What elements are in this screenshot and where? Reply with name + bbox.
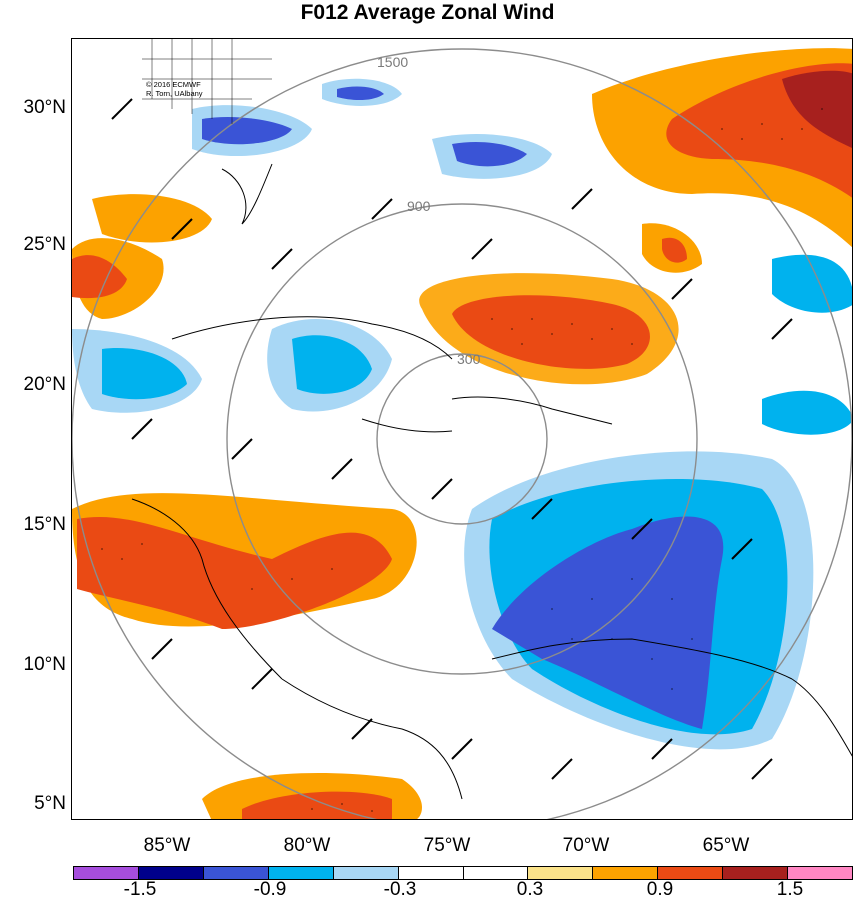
colorbar bbox=[73, 866, 853, 880]
anomaly-shading bbox=[72, 48, 852, 819]
map-title: F012 Average Zonal Wind bbox=[300, 1, 555, 24]
map-credit: © 2016 ECMWF R. Torn, UAlbany bbox=[146, 80, 203, 98]
colorbar-label: -0.9 bbox=[253, 879, 287, 900]
lon-label: 75°W bbox=[423, 835, 471, 856]
zonal-wind-map: 300 900 1500 bbox=[72, 39, 852, 819]
wind-barbs bbox=[111, 98, 793, 780]
colorbar-swatch bbox=[203, 867, 269, 879]
colorbar-swatch bbox=[788, 867, 853, 879]
lon-label: 80°W bbox=[283, 835, 331, 856]
colorbar-swatch bbox=[398, 867, 464, 879]
colorbar-swatch bbox=[268, 867, 334, 879]
lon-label: 70°W bbox=[562, 835, 610, 856]
significance-stipple bbox=[101, 108, 823, 812]
lon-label: 85°W bbox=[143, 835, 191, 856]
lat-label: 25°N bbox=[23, 234, 66, 255]
colorbar-swatch bbox=[138, 867, 204, 879]
us-borders bbox=[142, 39, 272, 124]
ring-label-300: 300 bbox=[457, 351, 481, 367]
ring-label-900: 900 bbox=[407, 198, 431, 214]
lat-label: 20°N bbox=[23, 374, 66, 395]
colorbar-label: -1.5 bbox=[123, 879, 157, 900]
coastlines bbox=[131, 163, 852, 800]
lat-label: 10°N bbox=[23, 654, 66, 675]
ring-label-1500: 1500 bbox=[377, 54, 408, 70]
colorbar-swatch bbox=[723, 867, 789, 879]
colorbar-label: 0.9 bbox=[646, 879, 674, 900]
colorbar-label: 0.3 bbox=[516, 879, 544, 900]
lat-label: 5°N bbox=[34, 793, 66, 814]
lat-label: 30°N bbox=[23, 97, 66, 118]
colorbar-swatch bbox=[463, 867, 529, 879]
colorbar-swatch bbox=[658, 867, 724, 879]
range-rings bbox=[72, 48, 852, 819]
colorbar-swatch bbox=[333, 867, 399, 879]
colorbar-label: -0.3 bbox=[383, 879, 417, 900]
colorbar-label: 1.5 bbox=[776, 879, 804, 900]
colorbar-swatch bbox=[593, 867, 659, 879]
colorbar-swatch bbox=[74, 867, 139, 879]
colorbar-swatch bbox=[528, 867, 594, 879]
map-panel: 300 900 1500 bbox=[71, 38, 853, 820]
lon-label: 65°W bbox=[702, 835, 750, 856]
lat-label: 15°N bbox=[23, 514, 66, 535]
